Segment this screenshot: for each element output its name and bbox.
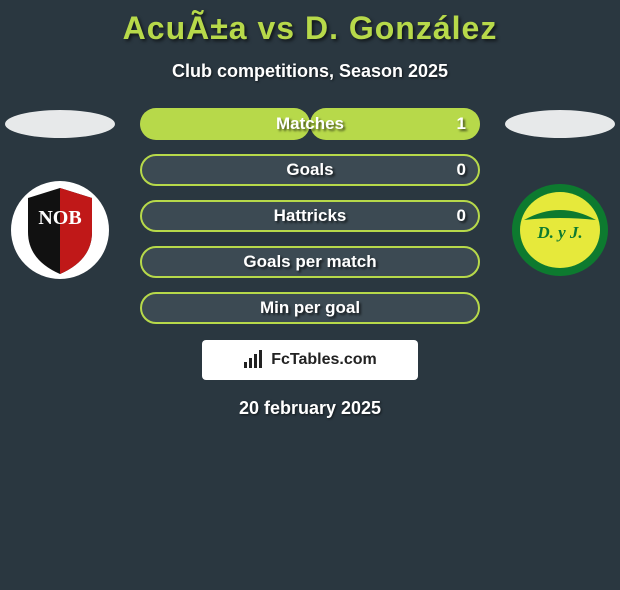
- page-title: AcuÃ±a vs D. González: [0, 10, 620, 47]
- player-left-crest: NOB: [10, 180, 110, 280]
- bars-icon: [243, 350, 265, 370]
- comparison-panel: NOB D. y J. Matches1Goals0Hattricks0Goal…: [0, 108, 620, 419]
- player-left-ellipse: [5, 110, 115, 138]
- stat-row: Matches1: [140, 108, 480, 140]
- stat-value-right: 0: [457, 154, 466, 186]
- stat-value-right: 1: [457, 108, 466, 140]
- player-right-ellipse: [505, 110, 615, 138]
- player-right-crest: D. y J.: [510, 180, 610, 280]
- stat-value-right: 0: [457, 200, 466, 232]
- player-right: D. y J.: [500, 108, 620, 280]
- subtitle: Club competitions, Season 2025: [0, 61, 620, 82]
- stat-label: Min per goal: [140, 292, 480, 324]
- badge-icon: D. y J.: [510, 180, 610, 280]
- player-left: NOB: [0, 108, 120, 280]
- stat-row: Goals0: [140, 154, 480, 186]
- stat-row: Goals per match: [140, 246, 480, 278]
- crest-right-text: D. y J.: [536, 223, 582, 242]
- stat-row: Min per goal: [140, 292, 480, 324]
- stats-list: Matches1Goals0Hattricks0Goals per matchM…: [140, 108, 480, 324]
- stat-label: Hattricks: [140, 200, 480, 232]
- logo-text: FcTables.com: [271, 351, 377, 369]
- fctables-logo: FcTables.com: [202, 340, 418, 380]
- stat-label: Goals per match: [140, 246, 480, 278]
- stat-label: Matches: [140, 108, 480, 140]
- crest-left-text: NOB: [38, 207, 81, 229]
- date-text: 20 february 2025: [0, 398, 620, 419]
- stat-label: Goals: [140, 154, 480, 186]
- shield-icon: NOB: [10, 180, 110, 280]
- stat-row: Hattricks0: [140, 200, 480, 232]
